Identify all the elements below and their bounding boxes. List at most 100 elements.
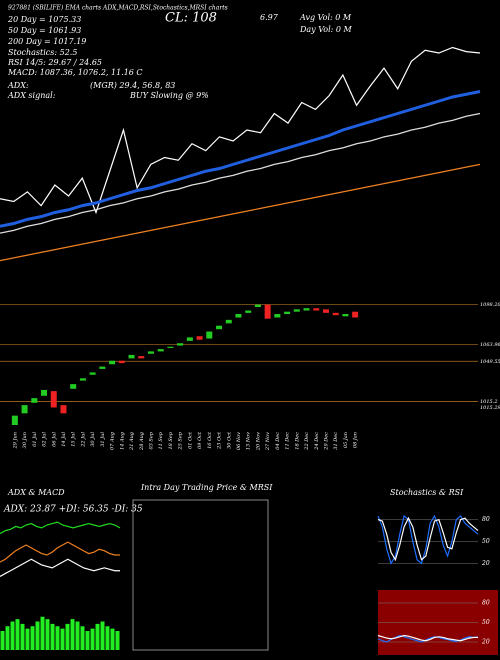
bar: [35, 621, 40, 650]
x-tick-label: 30 Jul: [90, 432, 96, 447]
candle: [322, 309, 329, 313]
candle: [303, 308, 310, 311]
series-line: [0, 46, 481, 215]
x-tick-label: 25 Sep: [178, 431, 184, 450]
x-tick-label: 16 Oct: [207, 431, 213, 449]
series-line: [377, 514, 479, 565]
bar: [0, 631, 5, 650]
candle: [332, 312, 339, 316]
x-tick-label: 13 Nov: [246, 432, 252, 450]
annotation: BUY Slowing @ 9%: [129, 91, 209, 100]
annotation: 50 Day = 1061.93: [8, 26, 81, 35]
annotation: CL: 108: [165, 11, 217, 26]
panel-title: ADX & MACD: [7, 488, 65, 497]
bar: [5, 626, 10, 650]
bar: [80, 626, 85, 650]
y-tick-label: 20: [481, 560, 490, 567]
candle: [284, 311, 291, 315]
bar: [75, 621, 80, 650]
annotation: Stochastics: 52.5: [8, 48, 77, 57]
x-tick-label: 24 Dec: [314, 432, 320, 451]
x-tick-label: 18 Dec: [294, 432, 300, 450]
candle: [157, 349, 164, 352]
x-tick-label: 11 Dec: [285, 432, 291, 450]
x-tick-label: 03 Sep: [148, 431, 154, 449]
candle: [99, 366, 106, 369]
x-tick-label: 22 Dec: [304, 432, 310, 451]
candle: [31, 398, 38, 403]
x-tick-label: 31 Jul: [100, 432, 106, 447]
candle: [70, 384, 77, 389]
x-tick-label: 31 Dec: [333, 432, 339, 450]
candle: [245, 310, 252, 313]
x-tick-label: 06 Nov: [236, 432, 242, 450]
annotation: 200 Day = 1017.19: [7, 37, 86, 46]
annotation: Avg Vol: 0 M: [299, 13, 352, 22]
x-tick-label: 29 Jun: [12, 432, 18, 449]
candle: [138, 356, 145, 359]
x-tick-label: 05 Jan: [343, 432, 349, 448]
series-line: [377, 634, 478, 642]
x-tick-label: 23 Oct: [217, 431, 223, 450]
x-tick-label: 11 Sep: [158, 431, 164, 449]
x-tick-label: 01 Jul: [32, 432, 38, 447]
candle: [342, 314, 349, 317]
candle: [109, 360, 116, 365]
x-tick-label: 29 Dec: [323, 432, 329, 451]
bar: [15, 619, 20, 650]
candle: [21, 405, 28, 414]
bar: [30, 626, 35, 650]
candle: [128, 354, 135, 359]
candle: [41, 389, 48, 396]
candle: [313, 308, 320, 311]
annotation: ADX:: [7, 81, 29, 90]
panel-title: Stochastics & RSI: [390, 488, 464, 497]
bar: [100, 621, 105, 650]
x-tick-label: 01 Oct: [187, 431, 193, 449]
bar: [20, 623, 25, 650]
bar: [70, 619, 75, 650]
candle: [79, 378, 86, 381]
bar: [105, 626, 110, 650]
bar: [45, 619, 50, 650]
candle: [235, 314, 242, 318]
candle: [196, 336, 203, 340]
y-tick-label: 80: [482, 600, 490, 607]
x-tick-label: 30 Jun: [22, 432, 28, 448]
series-line: [377, 516, 479, 562]
x-tick-label: 18 Sep: [168, 431, 174, 449]
y-tick-label: 20: [481, 639, 490, 646]
y-tick-label: 1015.29: [480, 405, 500, 411]
y-tick-label: 80: [482, 516, 490, 523]
annotation: (MGR) 29.4, 56.8, 83: [90, 81, 175, 90]
bar: [115, 631, 120, 650]
x-tick-label: 09 Oct: [197, 431, 203, 449]
annotation: MACD: 1087.36, 1076.2, 11.16 C: [7, 68, 143, 77]
candle: [216, 325, 223, 330]
bar: [50, 623, 55, 650]
x-tick-label: 28 Aug: [139, 432, 145, 451]
candle: [118, 360, 125, 364]
panel-subtitle: ADX: 23.87 +DI: 56.35 -DI: 35: [3, 505, 143, 515]
x-tick-label: 08 Jan: [353, 432, 359, 448]
series-line: [0, 521, 121, 535]
bar: [85, 631, 90, 650]
candle: [89, 372, 96, 375]
annotation: ADX signal:: [7, 91, 56, 100]
candle: [264, 304, 271, 319]
bar: [40, 616, 45, 650]
x-tick-label: 07 Aug: [110, 432, 116, 450]
x-tick-label: 15 Jul: [71, 432, 77, 447]
series-line: [0, 541, 120, 563]
bar: [65, 623, 70, 650]
candle: [225, 319, 232, 324]
series-line: [0, 112, 481, 234]
bar: [60, 628, 65, 650]
x-tick-label: 06 Jul: [51, 432, 57, 447]
candle: [50, 391, 57, 408]
chart-title: 927881 (SBILIFE) EMA charts ADX,MACD,RSI…: [8, 5, 228, 12]
candle: [274, 314, 281, 318]
panel-title: Intra Day Trading Price & MRSI: [140, 483, 273, 492]
bar: [55, 626, 60, 650]
